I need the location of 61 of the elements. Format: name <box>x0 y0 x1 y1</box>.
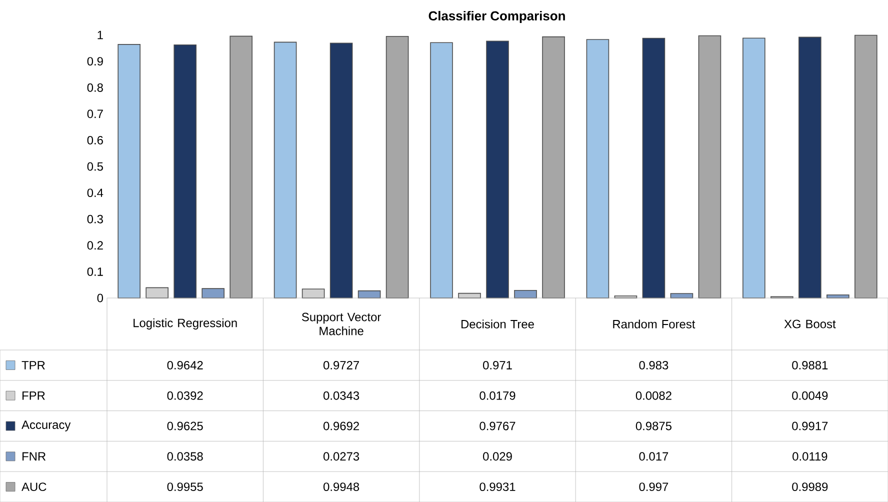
y-tick-label: 0.2 <box>87 241 103 250</box>
data-label: 0.0358 <box>167 452 203 461</box>
bar <box>514 290 537 298</box>
data-label: 0.0119 <box>792 452 828 461</box>
bar <box>202 288 224 298</box>
data-label: 0.9955 <box>167 482 203 492</box>
x-tick-label: Logistic Regression <box>134 318 237 330</box>
data-label: 0.0343 <box>323 391 360 400</box>
data-label: 0.9948 <box>323 482 360 492</box>
data-label: 0.9692 <box>323 422 359 430</box>
y-tick-label: 0.3 <box>87 214 103 224</box>
bar <box>430 42 453 298</box>
bar <box>174 44 196 298</box>
data-label: 0.9625 <box>167 422 203 430</box>
data-label: 0.0392 <box>167 391 203 400</box>
y-tick-label: 0 <box>97 294 104 302</box>
data-label: 0.9875 <box>636 422 672 430</box>
y-tick-label: 0.8 <box>87 83 103 92</box>
bar <box>146 287 168 298</box>
chart-title: Classifier Comparison <box>428 10 565 24</box>
legend-label: FPR <box>22 391 45 400</box>
bar <box>330 42 353 298</box>
data-label: 0.9931 <box>480 482 516 492</box>
x-tick-label: Random Forest <box>613 320 696 328</box>
legend-label: Accuracy <box>22 420 71 432</box>
data-label: 0.0273 <box>323 452 360 461</box>
data-label: 0.9881 <box>792 360 828 370</box>
bar <box>586 39 610 298</box>
y-tick-label: 1 <box>98 30 103 40</box>
bar <box>118 44 140 298</box>
y-tick-label: 0.4 <box>87 188 104 198</box>
bar <box>642 38 666 298</box>
data-label: 0.017 <box>639 452 668 461</box>
data-label: 0.983 <box>639 360 668 370</box>
bar <box>742 38 766 298</box>
legend-label: TPR <box>22 361 45 370</box>
y-tick-label: 0.6 <box>87 136 103 144</box>
x-tick-label: XG Boost <box>784 320 836 328</box>
data-label: 0.0082 <box>636 391 672 400</box>
bar <box>486 40 509 298</box>
data-label: 0.9642 <box>167 360 203 370</box>
data-label: 0.0049 <box>792 391 828 400</box>
x-tick-label: Support Vector Machine <box>302 312 381 336</box>
y-tick-label: 0.9 <box>87 57 103 66</box>
data-label: 0.9917 <box>792 422 828 430</box>
y-tick-label: 0.1 <box>87 267 103 276</box>
data-label: 0.9727 <box>323 360 359 370</box>
x-tick-label: Decision Tree <box>462 320 534 328</box>
legend-label: AUC <box>22 482 46 492</box>
legend-label: FNR <box>22 452 46 461</box>
data-label: 0.9989 <box>792 482 828 492</box>
data-label: 0.997 <box>639 482 668 492</box>
bar <box>798 36 822 298</box>
y-tick-label: 0.5 <box>87 162 103 171</box>
data-label: 0.0179 <box>480 391 516 400</box>
bar <box>274 42 297 298</box>
data-label: 0.971 <box>483 360 512 370</box>
y-tick-label: 0.7 <box>87 110 103 118</box>
data-label: 0.9767 <box>480 422 516 430</box>
bar <box>302 288 325 298</box>
data-label: 0.029 <box>483 452 512 461</box>
